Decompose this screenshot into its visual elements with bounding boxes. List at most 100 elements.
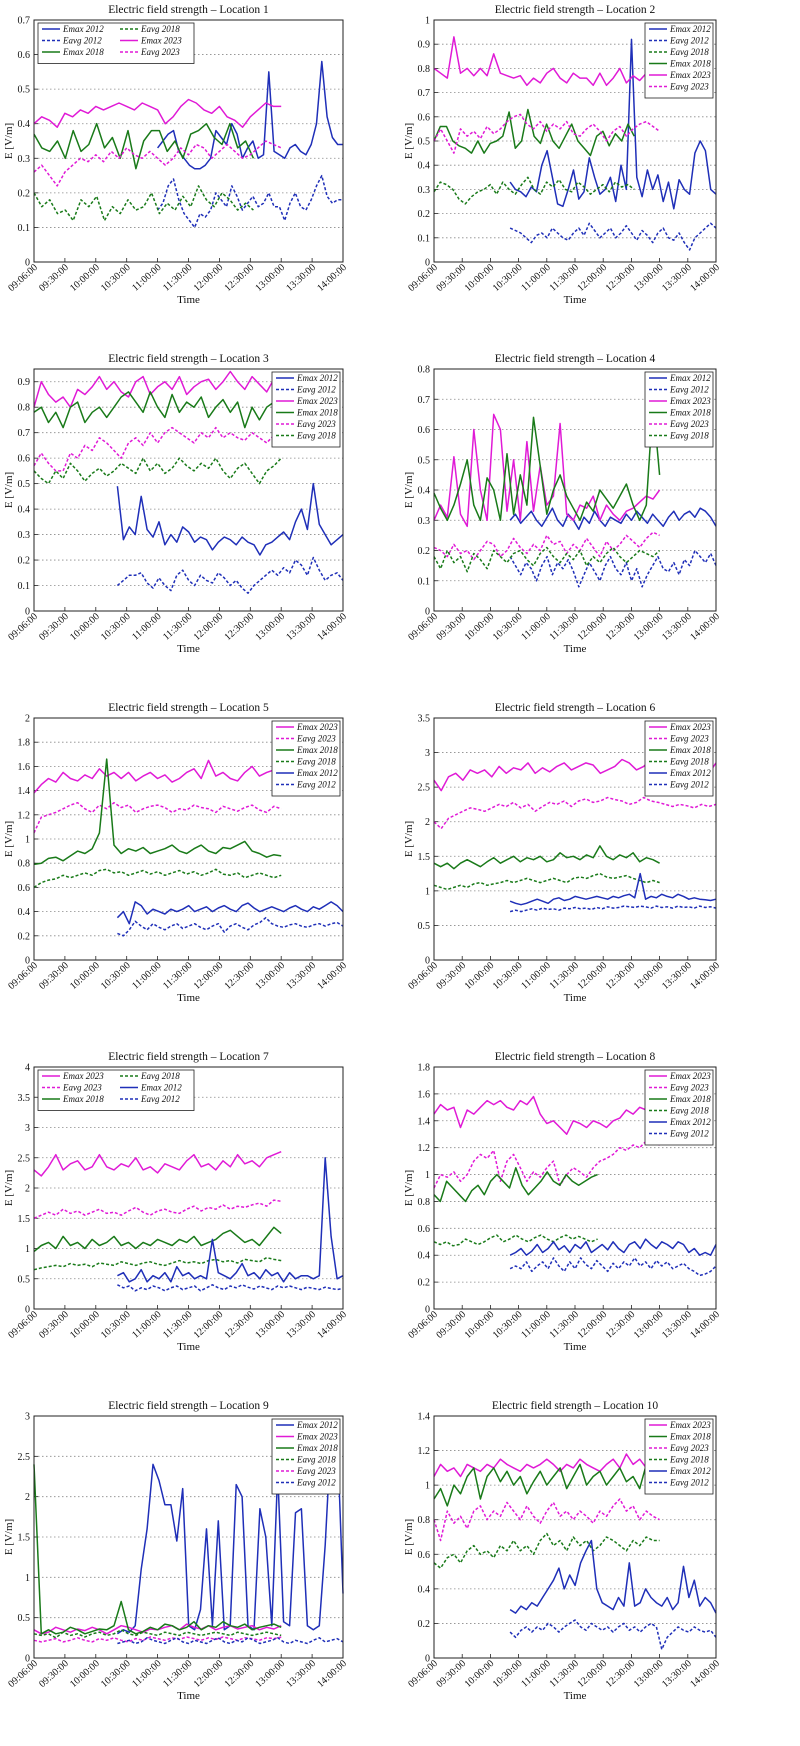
legend-box (644, 1069, 714, 1146)
x-tick-label: 11:30:00 (547, 262, 581, 294)
y-tick-label: 0.5 (418, 455, 431, 466)
x-tick-label: 12:30:00 (604, 1658, 638, 1690)
legend-entry: Eavg 2023 (669, 1083, 709, 1093)
legend-box (271, 720, 341, 797)
y-tick-label: 1.4 (418, 1116, 431, 1127)
x-tick-label: 11:30:00 (161, 1309, 195, 1341)
y-tick-label: 2.5 (18, 1452, 31, 1463)
legend-entry: Emax 2018 (62, 47, 104, 57)
series-line-avg-2023 (433, 113, 661, 154)
y-tick-label: 1 (25, 835, 30, 846)
legend-box (644, 720, 714, 797)
y-tick-label: 0 (25, 258, 30, 269)
x-tick-label: 10:30:00 (491, 960, 525, 992)
y-tick-label: 0 (25, 956, 30, 967)
series-line-max-2018 (433, 845, 660, 870)
y-tick-label: 0.2 (18, 188, 31, 199)
chart-location-3: 0 0.1 0.2 0.3 0.4 0.5 0.6 0.7 0.8 0.9 09:06:0009:3… (3, 353, 349, 655)
x-axis-label: Time (177, 1690, 200, 1702)
x-tick-label: 11:00:00 (519, 1658, 553, 1690)
x-tick-label: 13:30:00 (284, 1658, 318, 1690)
x-tick-label: 11:00:00 (130, 1309, 164, 1341)
legend-entry: Eavg 2023 (296, 419, 336, 429)
y-tick-label: 1.4 (18, 786, 31, 797)
x-axis-label: Time (177, 1341, 200, 1353)
chart-location-6: 0 0.5 1 1.5 2 2.5 3 3.5 09:06:0009:30:0010:00:00… (403, 702, 722, 1004)
series-line-max-2018 (33, 391, 282, 429)
x-tick-label: 13:00:00 (632, 1658, 666, 1690)
legend-entry: Emax 2012 (669, 1117, 711, 1127)
x-tick-label: 13:30:00 (660, 262, 694, 294)
series-line-avg-2018 (33, 1256, 282, 1271)
x-tick-label: 13:30:00 (660, 611, 694, 643)
x-tick-label: 09:30:00 (434, 262, 468, 294)
y-tick-label: 1 (425, 1170, 430, 1181)
y-tick-label: 1.2 (418, 1446, 431, 1457)
legend-entry: Emax 2023 (296, 396, 338, 406)
series-line-avg-2012 (117, 1284, 344, 1292)
plot-frame (433, 368, 717, 612)
y-tick-label: 2 (25, 1492, 30, 1503)
legend-entry: Eavg 2012 (296, 385, 336, 395)
legend-entry: Eavg 2018 (140, 1071, 180, 1081)
y-tick-label: 0.4 (418, 486, 431, 497)
y-tick-label: 1.5 (18, 1214, 31, 1225)
x-tick-label: 10:00:00 (68, 1658, 102, 1690)
legend-entry: Emax 2012 (669, 1466, 711, 1476)
y-tick-label: 1.5 (418, 852, 431, 863)
x-tick-label: 13:30:00 (284, 960, 318, 992)
y-tick-label: 0 (425, 607, 430, 618)
chart-location-10: 0 0.2 0.4 0.6 0.8 1 1.2 1.4 09:06:0009:30:0010:0… (403, 1400, 722, 1702)
legend-entry: Emax 2023 (669, 396, 711, 406)
x-tick-label: 14:00:00 (315, 1658, 349, 1690)
x-tick-label: 09:30:00 (37, 262, 71, 294)
legend-entry: Eavg 2018 (669, 757, 709, 767)
x-tick-label: 13:00:00 (253, 1658, 287, 1690)
series-line-avg-2012 (509, 549, 717, 588)
series-line-max-2023 (33, 98, 282, 128)
series-line-avg-2023 (33, 801, 282, 834)
x-tick-label: 12:00:00 (575, 262, 609, 294)
y-tick-label: 0.8 (418, 1197, 431, 1208)
y-tick-label: 1 (425, 16, 430, 27)
legend-entry: Emax 2012 (669, 24, 711, 34)
x-tick-label: 11:00:00 (130, 960, 164, 992)
y-tick-label: 2.5 (18, 1153, 31, 1164)
y-tick-label: 0.5 (418, 137, 431, 148)
legend-entry: Emax 2018 (669, 745, 711, 755)
x-tick-label: 12:00:00 (575, 1309, 609, 1341)
y-tick-label: 2 (25, 714, 30, 725)
series-line-max-2023 (433, 1095, 661, 1135)
chart-title: Electric field strength – Location 5 (108, 702, 269, 714)
x-tick-label: 12:00:00 (575, 1658, 609, 1690)
legend-entry: Emax 2023 (296, 722, 338, 732)
y-axis-label: E [V/m] (3, 821, 15, 857)
y-tick-label: 0.6 (418, 1224, 431, 1235)
y-tick-label: 0 (25, 607, 30, 618)
series-line-max-2012 (509, 38, 717, 210)
y-tick-label: 3 (25, 1123, 30, 1134)
y-tick-label: 0.4 (18, 119, 31, 130)
chart-location-9: 0 0.5 1 1.5 2 2.5 3 09:06:0009:30:0010:00:0010:… (3, 1400, 349, 1702)
y-tick-label: 0.7 (18, 428, 31, 439)
x-tick-label: 10:00:00 (463, 262, 497, 294)
y-tick-label: 0.5 (18, 479, 31, 490)
x-tick-label: 14:00:00 (688, 611, 722, 643)
x-tick-label: 09:30:00 (37, 611, 71, 643)
series-line-max-2012 (116, 901, 344, 925)
legend-entry: Emax 2023 (669, 70, 711, 80)
x-tick-label: 09:06:00 (406, 611, 440, 643)
y-tick-label: 0.4 (18, 505, 31, 516)
series-line-avg-2018 (433, 546, 661, 573)
y-tick-label: 0 (425, 1305, 430, 1316)
series-line-avg-2023 (433, 796, 717, 830)
series-line-max-2012 (509, 872, 717, 906)
chart-title: Electric field strength – Location 3 (108, 353, 269, 365)
y-tick-label: 0 (425, 1654, 430, 1665)
x-tick-label: 12:00:00 (192, 611, 226, 643)
x-tick-label: 10:00:00 (68, 611, 102, 643)
x-tick-label: 13:30:00 (660, 960, 694, 992)
y-tick-label: 0.6 (18, 883, 31, 894)
legend-entry: Eavg 2018 (669, 1455, 709, 1465)
legend-entry: Emax 2012 (296, 373, 338, 383)
